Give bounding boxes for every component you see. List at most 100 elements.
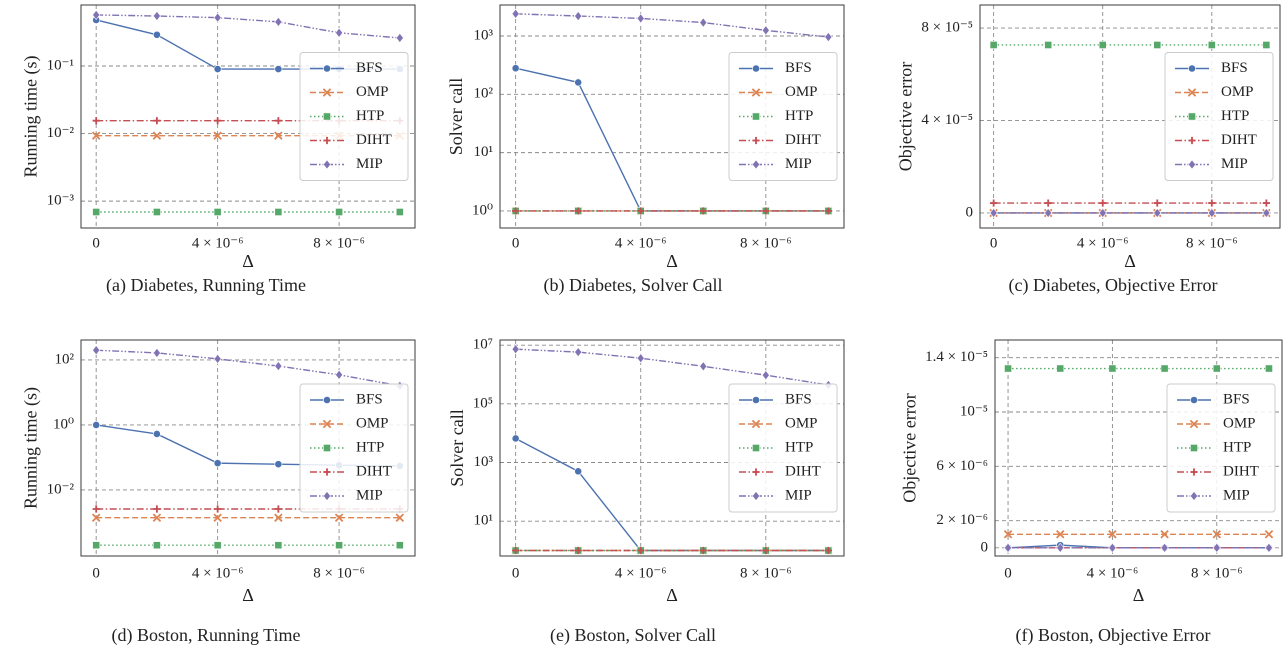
legend-label: BFS — [356, 391, 383, 407]
x-tick-label: 4 × 10⁻⁶ — [1077, 235, 1129, 251]
data-point — [1099, 199, 1107, 207]
data-point — [274, 460, 283, 469]
data-point — [213, 12, 222, 23]
legend-box — [299, 52, 409, 181]
x-tick-label: 8 × 10⁻⁶ — [740, 565, 792, 581]
panel: 10⁻² 10⁰ 10² 0 4 × 10⁻⁶ 8 × 10⁻⁶ Δ Running time… — [21, 339, 416, 646]
data-point — [1212, 542, 1221, 553]
legend-marker — [322, 88, 332, 97]
caption: (e) Boston, Solver Call — [550, 625, 716, 646]
data-point — [91, 513, 101, 522]
legend-label: HTP — [1221, 108, 1249, 124]
data-point — [214, 505, 222, 513]
legend-label: HTP — [785, 439, 813, 455]
plot-frame — [994, 339, 1283, 557]
data-point — [1212, 364, 1221, 373]
y-axis-label: Running time (s) — [21, 56, 42, 178]
panel: 10⁰ 10¹ 10² 10³ 0 4 × 10⁻⁶ 8 × 10⁻⁶ Δ Solver cal… — [446, 4, 845, 296]
legend-label: BFS — [356, 60, 383, 76]
data-point — [152, 513, 162, 522]
y-tick-label: 10⁻¹ — [47, 57, 74, 73]
panel: 0 2 × 10⁻⁶ 6 × 10⁻⁶ 10⁻⁵ 1.4 × 10⁻⁵ 0 4 × 10⁻⁶… — [899, 339, 1283, 646]
plot-frame — [979, 4, 1281, 229]
legend-marker — [752, 64, 760, 73]
data-point — [152, 347, 161, 359]
x-axis-label: Δ — [242, 251, 254, 271]
data-point — [153, 117, 161, 125]
x-tick-label: 4 × 10⁻⁶ — [192, 235, 244, 251]
data-point — [989, 207, 998, 219]
y-tick-label: 10² — [474, 86, 494, 102]
legend-label: MIP — [785, 487, 812, 503]
data-point — [637, 546, 645, 555]
data-point — [395, 208, 404, 216]
legend-marker — [752, 396, 760, 404]
data-point — [274, 513, 283, 522]
y-tick-label: 10³ — [474, 27, 494, 43]
data-point — [92, 421, 101, 429]
data-point — [574, 347, 583, 358]
data-point — [511, 8, 520, 19]
legend-label: OMP — [785, 84, 818, 100]
data-point — [1160, 542, 1169, 553]
data-point — [92, 345, 101, 356]
data-point — [1160, 530, 1169, 539]
legend-label: OMP — [1221, 84, 1254, 100]
legend-label: MIP — [785, 156, 812, 172]
data-point — [213, 513, 222, 522]
legend-marker — [1187, 88, 1197, 97]
caption: (d) Boston, Running Time — [111, 625, 300, 646]
data-point — [92, 505, 100, 513]
legend-marker — [752, 444, 760, 452]
x-tick-label: 4 × 10⁻⁶ — [1087, 565, 1139, 581]
data-point — [213, 353, 222, 364]
y-axis-label: Running time (s) — [21, 387, 42, 509]
data-point — [512, 207, 520, 215]
legend-label: DIHT — [1221, 132, 1257, 148]
data-point — [92, 9, 101, 21]
data-point — [274, 208, 283, 216]
legend-marker — [1190, 468, 1198, 476]
y-tick-label: 10² — [55, 351, 75, 367]
data-point — [274, 541, 283, 550]
data-point — [1044, 41, 1053, 49]
data-point — [91, 131, 101, 140]
data-point — [274, 505, 282, 513]
x-tick-label: 0 — [512, 235, 520, 251]
data-point — [1262, 199, 1270, 207]
y-tick-label: 4 × 10⁻⁵ — [921, 112, 973, 128]
data-point — [824, 207, 832, 215]
x-tick-label: 0 — [92, 565, 100, 581]
x-tick-label: 0 — [92, 235, 100, 251]
legend-label: OMP — [356, 84, 389, 100]
y-axis-label: Solver call — [447, 409, 467, 486]
data-point — [990, 199, 998, 207]
x-axis-label: Δ — [666, 251, 678, 271]
y-tick-label: 10⁻² — [47, 481, 75, 497]
data-point — [213, 65, 222, 73]
legend-box — [1164, 52, 1274, 181]
x-tick-label: 4 × 10⁻⁶ — [615, 235, 667, 251]
data-point — [1265, 364, 1273, 373]
legend-label: DIHT — [785, 463, 821, 479]
legend-marker — [752, 159, 760, 170]
plot-frame — [80, 339, 416, 557]
data-point — [637, 207, 645, 215]
data-point — [1003, 530, 1013, 539]
data-point — [274, 360, 283, 372]
x-tick-label: 0 — [990, 235, 998, 251]
data-point — [1098, 41, 1107, 49]
x-axis-label: Δ — [242, 585, 254, 605]
panel: 0 4 × 10⁻⁵ 8 × 10⁻⁵ 0 4 × 10⁻⁶ 8 × 10⁻⁶ Δ Objec… — [896, 4, 1281, 296]
data-point — [1264, 542, 1273, 553]
legend-marker — [323, 112, 331, 121]
data-point — [274, 16, 283, 27]
data-point — [1153, 199, 1161, 207]
legend-label: OMP — [785, 415, 818, 431]
data-point — [574, 207, 582, 215]
data-point — [761, 25, 770, 36]
x-tick-label: 8 × 10⁻⁶ — [313, 565, 365, 581]
data-point — [1056, 542, 1065, 553]
data-point — [1098, 207, 1107, 219]
